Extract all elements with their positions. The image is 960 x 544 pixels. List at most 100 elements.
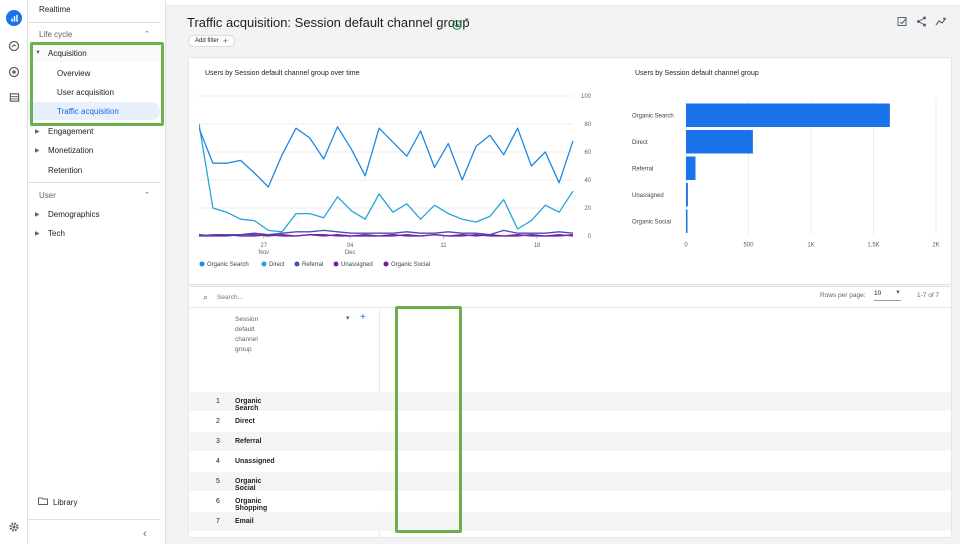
category-label: Direct	[632, 140, 648, 146]
bar-organic-search[interactable]	[686, 103, 890, 128]
row-channel-name: Unassigned	[235, 458, 275, 465]
bar-direct[interactable]	[686, 130, 753, 154]
y-tick-label: 80	[584, 122, 591, 128]
table-row[interactable]	[190, 492, 951, 511]
x-tick-label: 1K	[807, 243, 814, 249]
nav-overview-label: Overview	[57, 68, 91, 78]
charts-card: Users by Session default channel group o…	[188, 57, 952, 285]
add-dimension-plus-icon[interactable]: +	[360, 312, 366, 323]
legend-item[interactable]: Unassigned	[333, 261, 373, 269]
bar-unassigned[interactable]	[686, 183, 688, 207]
nav-engagement[interactable]: ▶ Engagement	[28, 122, 160, 140]
row-channel-name: Direct	[235, 418, 255, 425]
legend-item[interactable]: Direct	[261, 261, 286, 269]
y-tick-label: 100	[581, 94, 592, 100]
series-line-organic-search[interactable]	[199, 126, 574, 188]
legend-label: Referral	[302, 262, 323, 268]
table-search-input[interactable]	[217, 291, 417, 303]
title-dropdown-icon[interactable]: ▾	[465, 17, 469, 24]
x-tick-label: 0	[684, 243, 688, 249]
y-tick-label: 0	[588, 234, 592, 240]
category-label: Organic Social	[632, 219, 671, 225]
explore-icon[interactable]	[6, 38, 22, 54]
legend-dot	[383, 261, 389, 267]
nav-demographics[interactable]: ▶ Demographics	[28, 205, 160, 223]
plus-icon: +	[222, 36, 228, 46]
section-label: User	[39, 190, 56, 200]
share-icon[interactable]	[916, 14, 927, 32]
nav-retention[interactable]: Retention	[28, 161, 160, 179]
nav-acquisition[interactable]: ▼ Acquisition	[28, 44, 160, 62]
caret-right-icon: ▶	[35, 147, 40, 154]
table-row[interactable]	[190, 512, 951, 531]
row-channel-name: Organic Search	[235, 398, 262, 412]
search-icon: ⌕	[203, 292, 209, 302]
insights-icon[interactable]	[935, 14, 947, 32]
y-tick-label: 40	[584, 178, 591, 184]
y-tick-label: 20	[584, 206, 591, 212]
series-line-unassigned[interactable]	[199, 233, 574, 237]
main-content: Traffic acquisition: Session default cha…	[166, 0, 960, 544]
x-tick-month: Nov	[258, 250, 269, 256]
nav-traffic-acquisition-label: Traffic acquisition	[57, 106, 119, 116]
bar-organic-social[interactable]	[686, 209, 688, 234]
collapse-chevron-left-icon[interactable]: ‹	[143, 528, 147, 540]
legend-label: Organic Social	[391, 262, 430, 268]
nav-monetization-label: Monetization	[48, 145, 94, 155]
reports-icon[interactable]	[6, 10, 22, 26]
nav-library[interactable]: Library	[28, 493, 160, 511]
table-row[interactable]	[190, 392, 951, 411]
row-index: 4	[216, 458, 220, 465]
legend-item[interactable]: Referral	[294, 261, 324, 269]
row-index: 6	[216, 498, 220, 505]
x-tick-day: 27	[260, 243, 267, 249]
rows-per-page-select[interactable]: 10 ▼	[874, 290, 901, 301]
dimension-header[interactable]: Session default channel group	[235, 316, 259, 353]
nav-tech-label: Tech	[48, 228, 65, 238]
row-index: 2	[216, 418, 220, 425]
nav-section-life-cycle[interactable]: Life cycle ⌃	[28, 25, 160, 43]
legend-label: Unassigned	[341, 262, 373, 268]
row-channel-name: Organic Shopping	[235, 498, 268, 512]
table-row[interactable]	[190, 452, 951, 471]
row-index: 3	[216, 438, 220, 445]
nav-traffic-acquisition[interactable]: Traffic acquisition	[28, 102, 160, 120]
legend-dot	[199, 261, 205, 267]
row-index: 5	[216, 478, 220, 485]
nav-monetization[interactable]: ▶ Monetization	[28, 141, 160, 159]
legend-dot	[333, 261, 339, 267]
advertising-icon[interactable]	[6, 64, 22, 80]
configure-icon[interactable]	[6, 89, 22, 105]
x-tick-label: 500	[743, 243, 754, 249]
bar-chart[interactable]: 0 500 1K 1.5K 2K Organic Search Direct Referral…	[629, 88, 949, 258]
pagination-label: 1-7 of 7	[917, 292, 940, 299]
bar-referral[interactable]	[686, 156, 696, 181]
check-circle-icon	[452, 17, 462, 35]
row-channel-name: Email	[235, 518, 254, 525]
line-chart-title: Users by Session default channel group o…	[205, 70, 360, 77]
edit-report-icon[interactable]	[897, 14, 908, 32]
nav-engagement-label: Engagement	[48, 126, 94, 136]
legend-item[interactable]: Organic Social	[383, 261, 431, 269]
table-row[interactable]	[190, 432, 951, 451]
nav-overview[interactable]: Overview	[28, 64, 160, 82]
caret-down-icon: ▼	[35, 50, 41, 56]
nav-realtime[interactable]: Realtime	[28, 0, 160, 18]
table-row[interactable]	[190, 472, 951, 491]
folder-icon	[38, 497, 48, 507]
nav-user-acquisition[interactable]: User acquisition	[28, 83, 160, 101]
table-row[interactable]	[190, 412, 951, 431]
legend-item[interactable]: Organic Search	[199, 261, 249, 269]
add-filter-button[interactable]: Add filter +	[188, 35, 235, 47]
x-tick-label: 1.5K	[867, 243, 879, 249]
series-line-direct[interactable]	[199, 123, 574, 233]
x-tick-day: 11	[440, 243, 447, 249]
settings-gear-icon[interactable]	[6, 519, 22, 535]
dimension-dropdown-icon[interactable]: ▾	[346, 315, 350, 322]
nav-tech[interactable]: ▶ Tech	[28, 224, 160, 242]
legend-dot	[294, 261, 300, 267]
series-line-referral[interactable]	[199, 229, 574, 237]
nav-section-user[interactable]: User ⌃	[28, 186, 160, 204]
nav-demographics-label: Demographics	[48, 209, 100, 219]
